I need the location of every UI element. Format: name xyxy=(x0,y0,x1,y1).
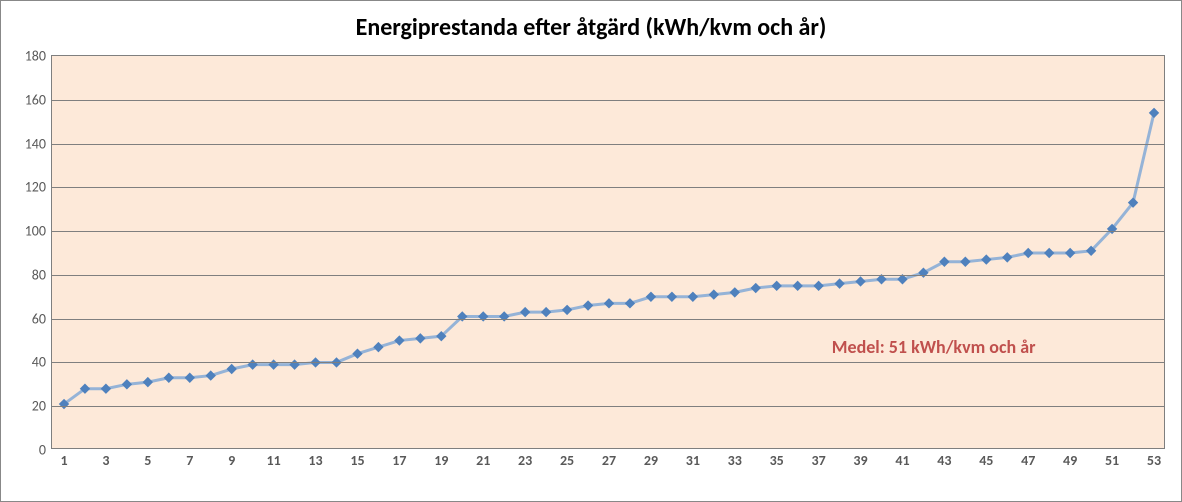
data-marker xyxy=(584,301,593,310)
y-tick-label: 60 xyxy=(32,310,52,327)
data-marker xyxy=(542,308,551,317)
data-marker xyxy=(374,343,383,352)
data-marker xyxy=(122,380,131,389)
data-marker xyxy=(898,275,907,284)
y-tick-label: 80 xyxy=(32,266,52,283)
data-marker xyxy=(877,275,886,284)
x-tick-label: 11 xyxy=(267,448,281,469)
x-tick-label: 23 xyxy=(518,448,532,469)
data-marker xyxy=(667,292,676,301)
x-tick-label: 9 xyxy=(228,448,235,469)
y-tick-label: 120 xyxy=(25,179,52,196)
x-tick-label: 1 xyxy=(60,448,67,469)
x-tick-label: 21 xyxy=(476,448,490,469)
x-tick-label: 35 xyxy=(770,448,784,469)
data-marker xyxy=(730,288,739,297)
data-marker xyxy=(835,279,844,288)
data-marker xyxy=(793,281,802,290)
x-tick-label: 53 xyxy=(1147,448,1161,469)
x-tick-label: 39 xyxy=(853,448,867,469)
x-tick-label: 5 xyxy=(144,448,151,469)
y-tick-label: 100 xyxy=(25,223,52,240)
chart-container: Energiprestanda efter åtgärd (kWh/kvm oc… xyxy=(0,0,1182,502)
data-marker xyxy=(605,299,614,308)
x-tick-label: 43 xyxy=(937,448,951,469)
gridline xyxy=(52,144,1164,145)
x-tick-label: 25 xyxy=(560,448,574,469)
data-marker xyxy=(353,349,362,358)
x-tick-label: 31 xyxy=(686,448,700,469)
gridline xyxy=(52,319,1164,320)
x-tick-label: 51 xyxy=(1105,448,1119,469)
data-marker xyxy=(688,292,697,301)
data-marker xyxy=(227,365,236,374)
plot-area: Medel: 51 kWh/kvm och år 020406080100120… xyxy=(51,55,1165,449)
data-marker xyxy=(751,284,760,293)
data-marker xyxy=(1003,253,1012,262)
x-tick-label: 19 xyxy=(434,448,448,469)
x-tick-label: 13 xyxy=(308,448,322,469)
x-tick-label: 7 xyxy=(186,448,193,469)
y-tick-label: 0 xyxy=(39,442,52,459)
series-line xyxy=(64,113,1154,404)
data-marker xyxy=(563,305,572,314)
data-marker xyxy=(709,290,718,299)
data-marker xyxy=(856,277,865,286)
x-tick-label: 33 xyxy=(728,448,742,469)
x-tick-label: 41 xyxy=(895,448,909,469)
gridline xyxy=(52,362,1164,363)
x-tick-label: 27 xyxy=(602,448,616,469)
chart-svg xyxy=(52,56,1166,450)
y-tick-label: 20 xyxy=(32,398,52,415)
data-marker xyxy=(772,281,781,290)
gridline xyxy=(52,275,1164,276)
chart-title: Energiprestanda efter åtgärd (kWh/kvm oc… xyxy=(1,1,1181,55)
data-marker xyxy=(185,373,194,382)
x-tick-label: 29 xyxy=(644,448,658,469)
data-marker xyxy=(164,373,173,382)
x-tick-label: 47 xyxy=(1021,448,1035,469)
data-marker xyxy=(982,255,991,264)
data-marker xyxy=(1024,249,1033,258)
data-marker xyxy=(625,299,634,308)
x-tick-label: 45 xyxy=(979,448,993,469)
data-marker xyxy=(521,308,530,317)
y-tick-label: 140 xyxy=(25,135,52,152)
x-tick-label: 15 xyxy=(350,448,364,469)
gridline xyxy=(52,231,1164,232)
data-marker xyxy=(961,257,970,266)
data-marker xyxy=(101,384,110,393)
x-tick-label: 17 xyxy=(392,448,406,469)
data-marker xyxy=(814,281,823,290)
gridline xyxy=(52,100,1164,101)
gridline xyxy=(52,406,1164,407)
data-marker xyxy=(143,378,152,387)
x-tick-label: 3 xyxy=(102,448,109,469)
x-tick-label: 37 xyxy=(812,448,826,469)
y-tick-label: 160 xyxy=(25,91,52,108)
data-marker xyxy=(646,292,655,301)
data-marker xyxy=(395,336,404,345)
y-tick-label: 40 xyxy=(32,354,52,371)
y-tick-label: 180 xyxy=(25,48,52,65)
data-marker xyxy=(1150,108,1159,117)
mean-annotation: Medel: 51 kWh/kvm och år xyxy=(832,336,1036,358)
data-marker xyxy=(1045,249,1054,258)
data-marker xyxy=(416,334,425,343)
data-marker xyxy=(206,371,215,380)
x-tick-label: 49 xyxy=(1063,448,1077,469)
data-marker xyxy=(1066,249,1075,258)
gridline xyxy=(52,187,1164,188)
